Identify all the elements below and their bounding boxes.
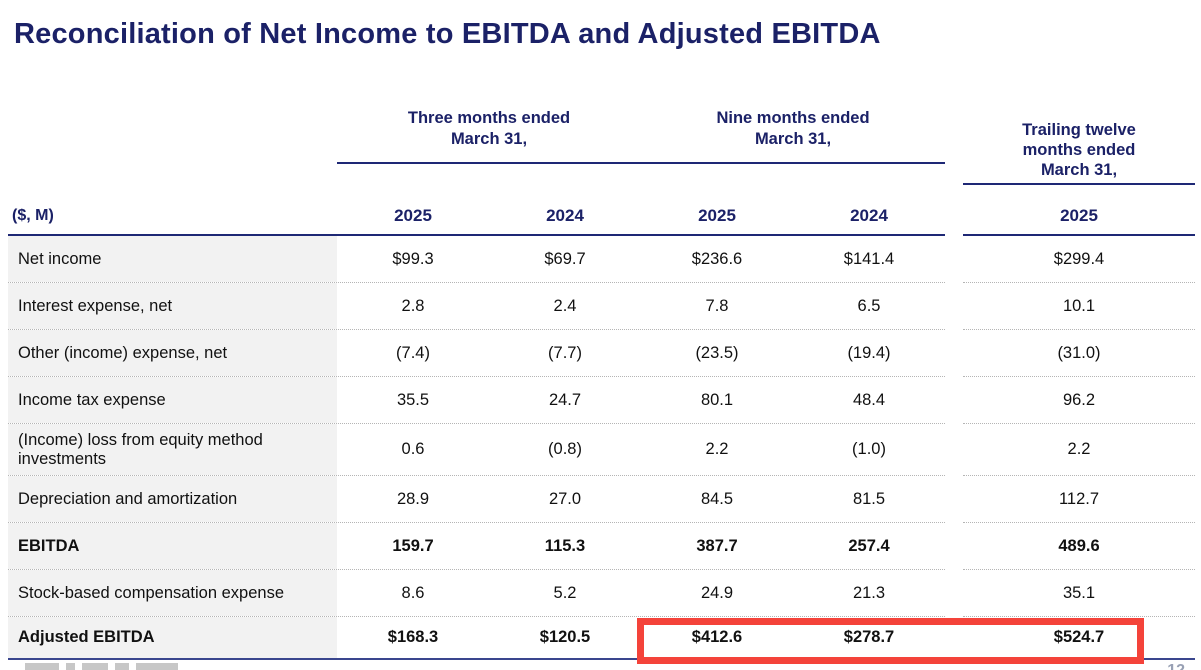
column-gap — [945, 377, 963, 424]
table-row: Interest expense, net 2.8 2.4 7.8 6.5 10.1 — [8, 283, 1195, 330]
row-label: Adjusted EBITDA — [8, 617, 337, 658]
row-label: Depreciation and amortization — [8, 476, 337, 522]
table-row: Income tax expense 35.5 24.7 80.1 48.4 96.2 — [8, 377, 1195, 424]
column-gap — [945, 283, 963, 330]
value-cell: (19.4) — [847, 343, 891, 362]
value-cell: 2.8 — [401, 296, 425, 315]
value-cell: 8.6 — [401, 583, 425, 602]
column-gap — [945, 570, 963, 617]
value-cell: 6.5 — [857, 296, 881, 315]
value-cell: 80.1 — [700, 390, 734, 409]
value-cell: 24.7 — [548, 390, 582, 409]
table-row: Net income $99.3 $69.7 $236.6 $141.4 $299.4 — [8, 236, 1195, 283]
value-cell: 84.5 — [700, 489, 734, 508]
column-gap — [945, 185, 963, 236]
table-row: Other (income) expense, net (7.4) (7.7) (23… — [8, 330, 1195, 377]
value-cell: 5.2 — [553, 583, 577, 602]
column-gap — [945, 236, 963, 283]
value-cell: $141.4 — [843, 249, 895, 268]
value-cell: 21.3 — [852, 583, 886, 602]
column-group-nine-months: Nine months ended March 31, — [716, 109, 870, 148]
column-gap — [945, 424, 963, 476]
reconciliation-table: Three months ended March 31, Nine months… — [8, 108, 1195, 660]
value-cell: $524.7 — [963, 617, 1195, 660]
page-title: Reconciliation of Net Income to EBITDA a… — [14, 18, 881, 50]
value-cell: (0.8) — [548, 440, 582, 458]
year-header: 2025 — [698, 206, 736, 225]
value-cell: 35.5 — [396, 390, 430, 409]
value-cell: 48.4 — [852, 390, 886, 409]
row-label: Interest expense, net — [8, 283, 337, 329]
table-body: Net income $99.3 $69.7 $236.6 $141.4 $299.4 In… — [8, 236, 1195, 660]
year-header: 2024 — [546, 206, 584, 225]
value-cell: $168.3 — [387, 628, 439, 646]
value-cell: 27.0 — [548, 489, 582, 508]
column-gap — [945, 108, 963, 185]
value-cell: 115.3 — [544, 536, 586, 555]
value-cell: (1.0) — [852, 440, 886, 458]
row-label: Income tax expense — [8, 377, 337, 423]
row-label: EBITDA — [8, 523, 337, 569]
value-cell: $299.4 — [963, 236, 1195, 283]
value-cell: $412.6 — [691, 628, 743, 646]
value-cell: $69.7 — [544, 249, 586, 268]
value-cell: 2.2 — [705, 440, 729, 458]
value-cell: 0.6 — [401, 440, 425, 458]
table-row: Stock-based compensation expense 8.6 5.2 24… — [8, 570, 1195, 617]
column-group-header-row: Three months ended March 31, Nine months… — [8, 108, 1195, 185]
year-header: 2025 — [394, 206, 432, 225]
table-row: (Income) loss from equity method investm… — [8, 424, 1195, 476]
column-gap — [945, 330, 963, 377]
value-cell: 112.7 — [963, 476, 1195, 523]
row-label: Stock-based compensation expense — [8, 570, 337, 616]
table-row: Depreciation and amortization 28.9 27.0 84.… — [8, 476, 1195, 523]
value-cell: 96.2 — [963, 377, 1195, 424]
page-number: 12 — [1167, 662, 1185, 670]
value-cell: 2.2 — [963, 424, 1195, 476]
column-group-three-months: Three months ended March 31, — [407, 109, 571, 148]
column-gap — [945, 523, 963, 570]
value-cell: $236.6 — [691, 249, 743, 268]
units-label: ($, M) — [12, 207, 54, 224]
row-label: Other (income) expense, net — [8, 330, 337, 376]
value-cell: 2.4 — [553, 296, 577, 315]
value-cell: (31.0) — [963, 330, 1195, 377]
value-cell: $278.7 — [843, 628, 895, 646]
value-cell: $99.3 — [392, 249, 434, 268]
value-cell: 35.1 — [963, 570, 1195, 617]
value-cell: 159.7 — [392, 536, 434, 555]
row-label: Net income — [8, 236, 337, 282]
value-cell: 10.1 — [963, 283, 1195, 330]
cropped-footer-watermark — [25, 663, 178, 670]
table-row: EBITDA 159.7 115.3 387.7 257.4 489.6 — [8, 523, 1195, 570]
value-cell: 28.9 — [396, 489, 430, 508]
year-header: 2024 — [850, 206, 888, 225]
value-cell: 81.5 — [852, 489, 886, 508]
group-header-underline: Three months ended March 31, Nine months… — [337, 108, 945, 165]
column-group-trailing-twelve: Trailing twelve months ended March 31, — [963, 108, 1195, 185]
value-cell: 387.7 — [696, 536, 738, 555]
column-gap — [945, 617, 963, 660]
year-header-row: ($, M) 2025 2024 2025 2024 2025 — [8, 185, 1195, 236]
value-cell: (7.7) — [548, 343, 582, 362]
year-header: 2025 — [963, 185, 1195, 236]
value-cell: 489.6 — [963, 523, 1195, 570]
table-row: Adjusted EBITDA $168.3 $120.5 $412.6 $278.7 $… — [8, 617, 1195, 660]
column-gap — [945, 476, 963, 523]
row-label: (Income) loss from equity method investm… — [8, 424, 337, 475]
value-cell: 24.9 — [700, 583, 734, 602]
value-cell: 7.8 — [705, 296, 729, 315]
value-cell: 257.4 — [848, 536, 890, 555]
value-cell: (7.4) — [396, 343, 430, 362]
value-cell: (23.5) — [695, 343, 739, 362]
value-cell: $120.5 — [539, 628, 591, 646]
